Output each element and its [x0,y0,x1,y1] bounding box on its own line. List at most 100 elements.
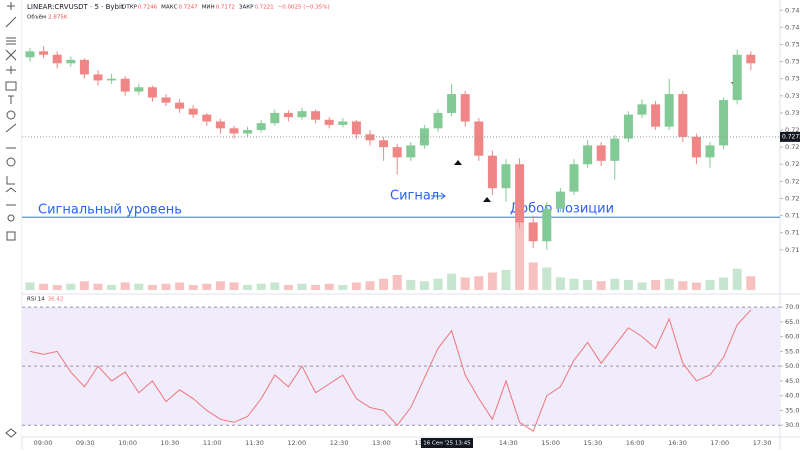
candle-body [515,164,525,223]
volume-bar [569,278,579,290]
volume-bar [256,283,266,290]
volume-bar [338,285,348,290]
candle-body [732,54,742,101]
x-tick-label: 10:00 [118,439,137,447]
y-tick-label: 0.7140 [785,246,800,254]
volume-bar [746,276,756,290]
x-tick-label: 12:00 [287,439,306,447]
y-tick-label: 0.7340 [785,75,800,83]
volume-bar [175,282,185,290]
x-tick-label: 15:30 [584,439,603,447]
candle-body [433,112,443,129]
x-tick-label: 10:30 [161,439,180,447]
price-pane [22,0,780,292]
ohlc-value: 0.7172 [216,5,235,11]
y-tick-label: 0.7240 [785,160,800,168]
signal-annotation: Сигнал [390,189,439,204]
x-tick-label: 12:30 [330,439,349,447]
buy-marker [483,197,491,202]
rsi-tick-label: 30.00 [785,421,800,429]
rsi-tick-label: 35.00 [785,406,800,414]
y-tick-label: 0.7220 [785,177,800,185]
x-tick-label: 13:00 [372,439,391,447]
volume-bar [147,285,157,290]
volume-bar [447,273,457,290]
y-tick-label: 0.7180 [785,212,800,220]
candle-body [610,138,620,161]
y-tick-label: 0.7420 [785,6,800,14]
candle-body [528,222,538,242]
candle-body [297,111,307,118]
volume-bar [637,282,647,290]
volume-bar [678,281,688,290]
x-tick-label: 09:30 [76,439,95,447]
crosshair-time: 16 Сен '25 13:45 [423,441,471,447]
ohlc-value: 0.7246 [138,5,158,11]
volume-bar [732,268,742,290]
volume-bar [664,278,674,290]
candle-body [487,155,497,189]
volume-bar [515,220,525,290]
volume-bar [528,262,538,290]
volume-bar [188,285,198,290]
rsi-label: RSI 14 [27,297,45,303]
ohlc-label: МАКС [161,5,177,11]
candle-body [270,112,280,124]
volume-bar [134,283,144,290]
y-tick-label: 0.7380 [785,40,800,48]
x-tick-label: 17:00 [710,439,729,447]
tool-icons[interactable] [5,2,17,438]
volume-value: 2.875K [48,15,68,21]
volume-bar [229,282,239,290]
candle-body [25,51,35,58]
volume-bar [311,285,321,290]
volume-bar [324,283,334,290]
volume-bar [691,282,701,290]
candle-body [691,136,701,158]
volume-bar [623,280,633,290]
volume-bar [419,281,429,290]
x-tick-label: 11:00 [203,439,222,447]
candle-body [215,121,225,129]
x-tick-label: 16:30 [668,439,687,447]
y-tick-label: 0.7160 [785,229,800,237]
y-tick-label: 0.7300 [785,109,800,117]
candle-body [637,104,647,115]
candle-body [705,145,715,158]
toolbar [0,0,22,450]
ohlc-label: МИН [202,5,215,11]
candle-body [283,112,293,118]
rsi-tick-label: 40.00 [785,392,800,400]
last-price-label: 0.7272 [782,133,800,140]
volume-bar [719,277,729,290]
candle-body [107,78,117,81]
candle-body [651,104,661,127]
volume-bar [243,285,253,290]
candle-body [202,114,212,122]
candle-body [188,108,198,115]
candle-body [596,145,606,161]
candle-body [664,94,674,127]
change: −0.0025 (−0.35%) [278,5,330,11]
candle-body [66,59,76,64]
candle-body [406,145,416,158]
candle-body [460,94,470,122]
volume-bar [406,280,416,290]
symbol: LINEAR:CRVUSDT · 5 · Bybit [27,3,124,11]
buy-marker [454,160,462,165]
volume-label: Объём [27,15,46,21]
x-tick-label: 16:00 [626,439,645,447]
volume-bar [93,283,103,290]
volume-bar [596,281,606,290]
candle-body [39,51,49,55]
y-tick-label: 0.7200 [785,194,800,202]
candle-body [52,54,62,64]
candle-body [256,123,266,131]
volume-bar [651,280,661,290]
candle-body [324,119,334,125]
y-tick-label: 0.7280 [785,126,800,134]
volume-bar [474,276,484,290]
